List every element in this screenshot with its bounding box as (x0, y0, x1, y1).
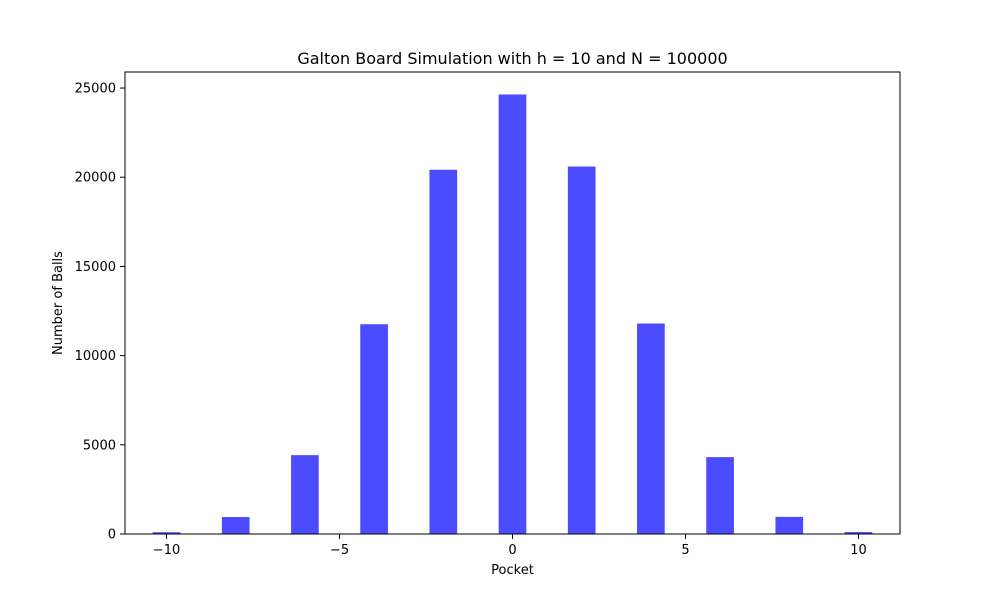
y-axis-label: Number of Balls (51, 251, 66, 355)
bar-pocket--6 (291, 455, 319, 534)
bar-pocket-8 (775, 516, 804, 534)
bar-pocket--2 (429, 169, 458, 535)
plot-frame (124, 71, 901, 535)
y-tick-label: 5000 (83, 438, 116, 453)
bar-pocket-4 (637, 323, 665, 534)
bar-pocket-10 (844, 532, 873, 534)
chart-title: Galton Board Simulation with h = 10 and … (297, 49, 727, 68)
bar-pocket--10 (152, 532, 181, 534)
bar-pocket-6 (706, 457, 734, 534)
bar-pocket-0 (498, 94, 527, 534)
y-tick-label: 25000 (75, 82, 116, 97)
x-tick-label: 10 (850, 543, 867, 558)
bar-pocket-2 (567, 166, 596, 535)
x-tick-label: 0 (508, 543, 516, 558)
x-tick-label: 5 (681, 543, 689, 558)
y-tick-label: 15000 (75, 260, 116, 275)
bars-group (152, 94, 873, 535)
y-tick-label: 20000 (75, 171, 116, 186)
bar-pocket--8 (221, 517, 250, 534)
x-tick-label: −5 (330, 543, 349, 558)
y-axis-ticks: 0 5000 10000 15000 20000 25000 (75, 82, 125, 543)
x-tick-label: −10 (153, 543, 180, 558)
x-axis-ticks: −10 −5 0 5 10 (153, 534, 867, 558)
y-tick-label: 10000 (75, 349, 116, 364)
bar-pocket--4 (360, 324, 388, 534)
x-axis-label: Pocket (491, 563, 534, 578)
y-tick-label: 0 (108, 528, 116, 543)
